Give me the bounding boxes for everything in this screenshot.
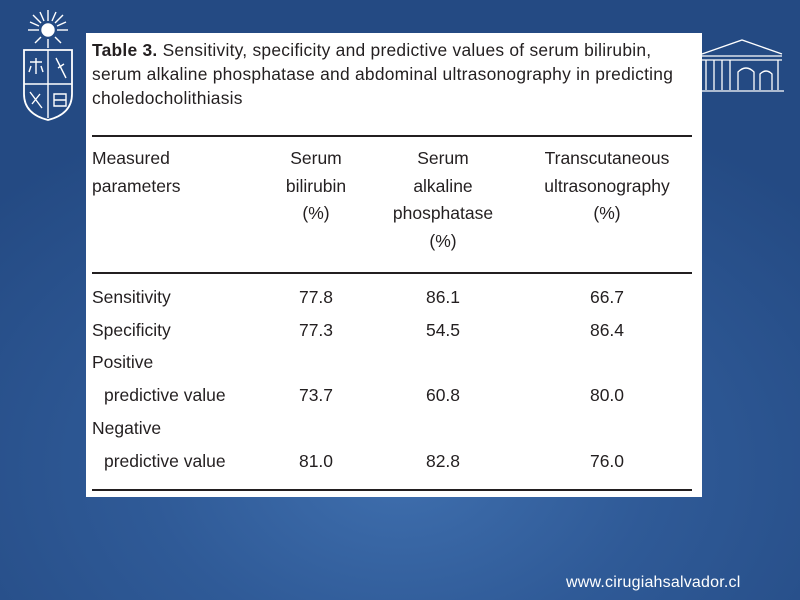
- row-label-predictive-value: predictive value: [104, 451, 226, 471]
- cell-value: 77.3: [298, 320, 334, 340]
- cell-value: 66.7: [589, 287, 625, 307]
- table-caption-text: Sensitivity, specificity and predictive …: [92, 40, 674, 108]
- row-label-specificity: Specificity: [92, 320, 171, 340]
- cell-value: 86.4: [589, 320, 625, 340]
- cell-value: 60.8: [425, 385, 461, 405]
- hospital-building-logo: [700, 39, 784, 92]
- university-crest-logo: [23, 10, 73, 121]
- table-caption: Table 3. Sensitivity, specificity and pr…: [92, 38, 696, 110]
- header-serum-bilirubin: Serum bilirubin (%): [285, 148, 347, 223]
- cell-value: 86.1: [425, 287, 461, 307]
- cell-value: 80.0: [589, 385, 625, 405]
- cell-value: 54.5: [425, 320, 461, 340]
- row-label-negative: Negative: [92, 418, 162, 438]
- row-label-sensitivity: Sensitivity: [92, 287, 171, 307]
- cell-value: 76.0: [589, 451, 625, 471]
- table-top-rule: [92, 135, 692, 137]
- cell-value: 73.7: [298, 385, 334, 405]
- cell-value: 82.8: [425, 451, 461, 471]
- row-label-positive: Positive: [92, 352, 154, 372]
- header-transcutaneous-ultrasonography: Transcutaneous ultrasonography (%): [544, 148, 670, 223]
- header-measured-parameters: Measured parameters: [92, 148, 181, 196]
- cell-value: 77.8: [298, 287, 334, 307]
- table-card: Table 3. Sensitivity, specificity and pr…: [86, 33, 702, 497]
- table-header-rule: [92, 272, 692, 274]
- table-caption-label: Table 3.: [92, 40, 158, 60]
- table-bottom-rule: [92, 489, 692, 491]
- header-serum-alkaline-phosphatase: Serum alkaline phosphatase (%): [392, 148, 494, 251]
- cell-value: 81.0: [298, 451, 334, 471]
- footer-url: www.cirugiahsalvador.cl: [566, 574, 741, 591]
- row-label-predictive-value: predictive value: [104, 385, 226, 405]
